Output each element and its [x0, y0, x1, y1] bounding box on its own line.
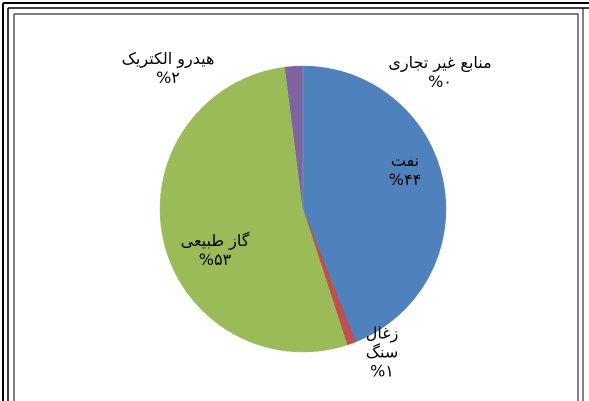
data-label: منابع غیر تجاری %۰ [385, 53, 495, 91]
value-label: %۲ [156, 68, 180, 87]
category-label: زغال سنگ [365, 323, 399, 362]
category-label: نفت [390, 151, 420, 170]
category-label: منابع غیر تجاری [388, 53, 492, 72]
pie-slice [159, 66, 348, 353]
pie [159, 65, 447, 353]
value-label: %۱ [370, 361, 394, 381]
data-label: زغال سنگ %۱ [357, 324, 407, 381]
value-label: %۰ [428, 72, 452, 91]
data-label: هیدرو الکتریک %۲ [113, 49, 223, 87]
data-label: نفت %۴۴ [375, 151, 435, 189]
value-label: %۴۴ [388, 170, 422, 189]
data-label: گاز طبیعی %۵۳ [160, 231, 270, 269]
category-label: گاز طبیعی [180, 231, 250, 250]
category-label: هیدرو الکتریک [121, 49, 215, 68]
value-label: %۵۳ [198, 250, 232, 269]
pie-slice [302, 65, 447, 343]
